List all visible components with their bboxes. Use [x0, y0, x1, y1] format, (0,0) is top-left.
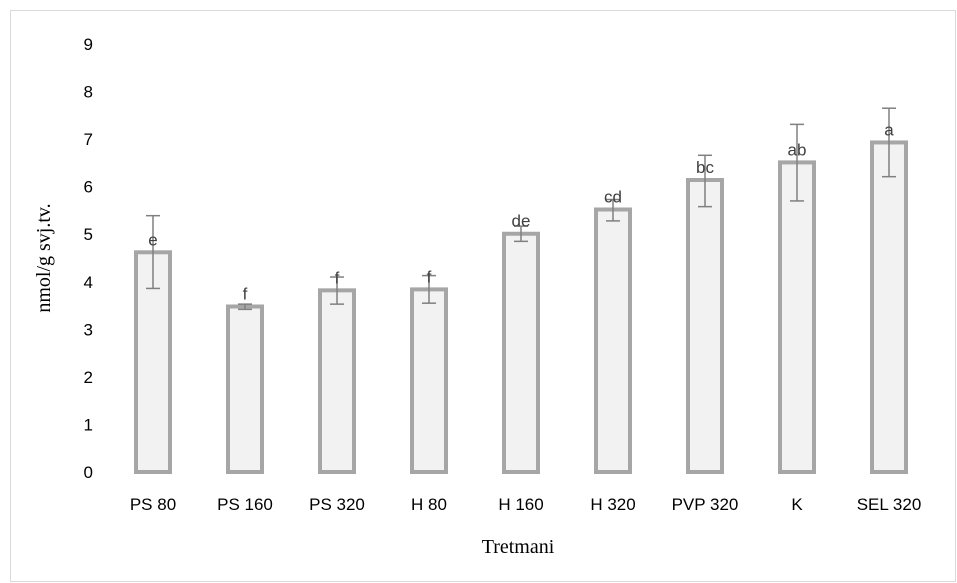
- y-tick-label: 2: [84, 368, 93, 387]
- significance-label: de: [512, 212, 531, 231]
- y-tick-label: 8: [84, 83, 93, 102]
- error-bar: [146, 214, 160, 290]
- bar: [778, 160, 816, 474]
- y-tick-label: 6: [84, 178, 93, 197]
- error-bar: [790, 123, 804, 202]
- significance-label: f: [427, 267, 432, 286]
- bars: [134, 140, 908, 475]
- x-tick-label: PS 160: [217, 495, 273, 514]
- y-tick-label: 0: [84, 463, 93, 482]
- significance-label: bc: [696, 158, 714, 177]
- y-tick-label: 4: [84, 273, 93, 292]
- y-tick-label: 5: [84, 225, 93, 244]
- x-tick-label: H 80: [411, 495, 447, 514]
- bar: [594, 207, 632, 474]
- significance-label: e: [148, 230, 157, 249]
- significance-labels: e f f f de cd bc ab a: [148, 120, 894, 303]
- error-bar: [330, 276, 344, 305]
- x-tick-label: PS 80: [130, 495, 176, 514]
- significance-label: cd: [604, 187, 622, 206]
- y-axis-title: nmol/g svj.tv.: [33, 203, 55, 312]
- bar: [318, 288, 356, 474]
- error-bar: [422, 274, 436, 304]
- error-bar: [698, 154, 712, 208]
- bar: [686, 178, 724, 475]
- x-axis-ticks: PS 80 PS 160 PS 320 H 80 H 160 H 320 PVP 320 K S…: [130, 495, 921, 514]
- error-bar: [882, 107, 896, 178]
- y-tick-label: 3: [84, 320, 93, 339]
- bar: [870, 140, 908, 474]
- y-tick-label: 1: [84, 415, 93, 434]
- x-tick-label: SEL 320: [857, 495, 922, 514]
- y-tick-label: 9: [84, 35, 93, 54]
- error-bar: [238, 303, 252, 311]
- significance-label: ab: [788, 140, 807, 159]
- x-tick-label: H 320: [590, 495, 635, 514]
- x-tick-label: PVP 320: [672, 495, 739, 514]
- x-axis-title: Tretmani: [482, 536, 555, 558]
- bar: [226, 304, 264, 474]
- y-axis-ticks: 0 1 2 3 4 5 6 7 8 9: [84, 35, 93, 482]
- x-tick-label: PS 320: [309, 495, 365, 514]
- significance-label: f: [335, 268, 340, 287]
- bar: [502, 231, 540, 474]
- y-tick-label: 7: [84, 130, 93, 149]
- x-tick-label: K: [791, 495, 803, 514]
- significance-label: a: [884, 120, 894, 139]
- error-bars: [146, 107, 896, 311]
- significance-label: f: [243, 285, 248, 304]
- x-tick-label: H 160: [498, 495, 543, 514]
- error-bar: [514, 225, 528, 243]
- error-bar: [606, 198, 620, 222]
- bar: [410, 287, 448, 474]
